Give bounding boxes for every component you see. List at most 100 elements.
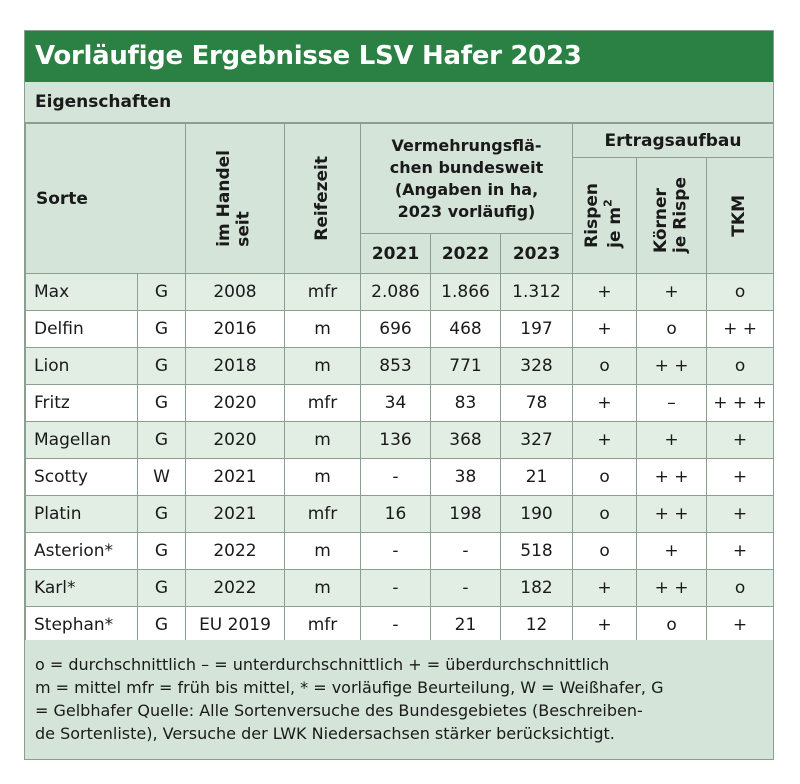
section-label: Eigenschaften (25, 82, 773, 123)
cell-sorte: Karl* (25, 569, 138, 607)
cell-reifezeit: m (284, 347, 361, 385)
cell-flaeche-2021: 136 (360, 421, 431, 459)
cell-flaeche-2021: - (360, 458, 431, 496)
header-year-2021: 2021 (360, 233, 431, 274)
table-row: Stephan* G EU 2019 mfr -21 12 + o + (25, 606, 775, 644)
cell-reifezeit: m (284, 310, 361, 348)
cell-koerner: + (636, 273, 708, 311)
cell-im-handel-seit: 2021 (185, 458, 285, 496)
cell-flaeche-2021: 34 (360, 384, 431, 422)
cell-sorte: Max (25, 273, 138, 311)
cell-im-handel-seit: 2008 (185, 273, 285, 311)
cell-flaeche-2023: 518 (499, 532, 574, 570)
legend-line: o = durchschnittlich – = unterdurchschni… (35, 655, 610, 674)
cell-flaeche-2022: 468 (430, 310, 501, 348)
cell-typ: G (137, 384, 186, 422)
cell-tkm: o (706, 569, 775, 607)
cell-tkm: + (706, 458, 775, 496)
cell-reifezeit: mfr (284, 273, 361, 311)
results-table-panel: Vorläufige Ergebnisse LSV Hafer 2023 Eig… (24, 30, 775, 760)
cell-flaeche-2022: - (430, 569, 501, 607)
cell-rispen: o (572, 532, 638, 570)
cell-sorte: Asterion* (25, 532, 138, 570)
cell-flaeche-2023: 197 (499, 310, 574, 348)
cell-im-handel-seit: 2016 (185, 310, 285, 348)
cell-tkm: o (706, 273, 775, 311)
cell-tkm: + (706, 421, 775, 459)
legend: o = durchschnittlich – = unterdurchschni… (25, 640, 773, 759)
legend-line: = Gelbhafer Quelle: Alle Sortenversuche … (35, 701, 643, 720)
header-im-handel-seit: im Handel seit (185, 123, 285, 274)
cell-flaeche-2021: - (360, 606, 431, 644)
cell-rispen: + (572, 273, 638, 311)
header-sorte: Sorte (25, 123, 186, 274)
cell-reifezeit: m (284, 569, 361, 607)
cell-sorte: Magellan (25, 421, 138, 459)
cell-koerner: + (636, 532, 708, 570)
table-row: Magellan G 2020 m 136 368 327 + + + (25, 421, 775, 459)
cell-rispen: o (572, 458, 638, 496)
table-row: Asterion* G 2022 m - -518 o + + (25, 532, 775, 570)
cell-flaeche-2023: 190 (499, 495, 574, 533)
cell-im-handel-seit: 2021 (185, 495, 285, 533)
table-row: Max G 2008 mfr 2.086 1.866 1.312 + + o (25, 273, 775, 311)
cell-im-handel-seit: 2020 (185, 384, 285, 422)
legend-line: de Sortenliste), Versuche der LWK Nieder… (35, 724, 615, 743)
cell-flaeche-2023: 21 (499, 458, 574, 496)
cell-flaeche-2021: 2.086 (360, 273, 431, 311)
cell-flaeche-2021: 16 (360, 495, 431, 533)
table-row: Platin G 2021 mfr 16 198 190 o + + + (25, 495, 775, 533)
cell-reifezeit: mfr (284, 606, 361, 644)
cell-koerner: o (636, 606, 708, 644)
cell-flaeche-2022: 198 (430, 495, 501, 533)
cell-reifezeit: m (284, 458, 361, 496)
cell-flaeche-2021: 853 (360, 347, 431, 385)
cell-typ: G (137, 606, 186, 644)
cell-tkm: + + + (706, 384, 775, 422)
cell-typ: W (137, 458, 186, 496)
legend-line: m = mittel mfr = früh bis mittel, * = vo… (35, 678, 664, 697)
cell-tkm: + (706, 606, 775, 644)
header-vermehrungsflaechen: Vermehrungsflä- chen bundesweit (Angaben… (359, 123, 574, 234)
cell-flaeche-2021: 696 (360, 310, 431, 348)
header-reifezeit: Reifezeit (284, 123, 361, 274)
cell-reifezeit: m (284, 532, 361, 570)
cell-sorte: Delfin (25, 310, 138, 348)
cell-typ: G (137, 310, 186, 348)
cell-typ: G (137, 569, 186, 607)
cell-flaeche-2022: 38 (430, 458, 501, 496)
cell-typ: G (137, 421, 186, 459)
cell-rispen: + (572, 606, 638, 644)
cell-reifezeit: mfr (284, 384, 361, 422)
cell-sorte: Stephan* (25, 606, 138, 644)
cell-koerner: + + (636, 495, 708, 533)
cell-flaeche-2023: 78 (499, 384, 574, 422)
cell-sorte: Platin (25, 495, 138, 533)
cell-sorte: Scotty (25, 458, 138, 496)
cell-rispen: + (572, 569, 638, 607)
cell-flaeche-2022: 21 (430, 606, 501, 644)
cell-sorte: Lion (25, 347, 138, 385)
cell-tkm: + + (706, 310, 775, 348)
table-row: Fritz G 2020 mfr 34 83 78 + – + + + (25, 384, 775, 422)
cell-flaeche-2023: 12 (499, 606, 574, 644)
cell-koerner: o (636, 310, 708, 348)
results-table-body: Max G 2008 mfr 2.086 1.866 1.312 + + o Delfin G 2016… (25, 273, 775, 644)
cell-typ: G (137, 273, 186, 311)
cell-tkm: o (706, 347, 775, 385)
cell-reifezeit: m (284, 421, 361, 459)
header-ertragsaufbau: Ertragsaufbau (572, 123, 775, 158)
cell-koerner: – (636, 384, 708, 422)
cell-flaeche-2022: 771 (430, 347, 501, 385)
cell-koerner: + + (636, 347, 708, 385)
header-year-2022: 2022 (430, 233, 501, 274)
cell-im-handel-seit: 2020 (185, 421, 285, 459)
cell-flaeche-2022: - (430, 532, 501, 570)
results-table: Sorte im Handel seit Reifezeit Vermehrung… (25, 123, 775, 644)
header-koerner-je-rispe: Körner je Rispe (636, 157, 708, 274)
cell-flaeche-2023: 327 (499, 421, 574, 459)
table-title: Vorläufige Ergebnisse LSV Hafer 2023 (25, 31, 773, 82)
cell-rispen: o (572, 347, 638, 385)
cell-flaeche-2022: 368 (430, 421, 501, 459)
cell-flaeche-2022: 1.866 (430, 273, 501, 311)
